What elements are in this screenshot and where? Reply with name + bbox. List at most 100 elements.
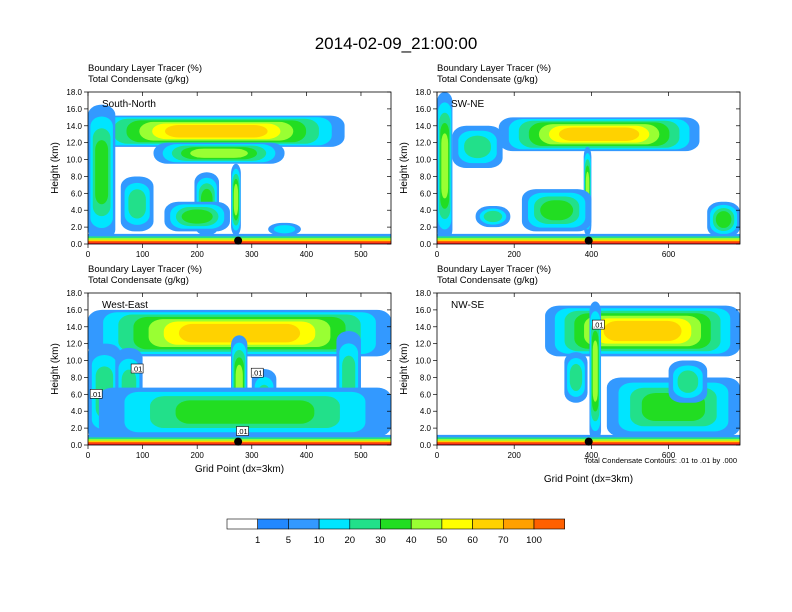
contour-footnote: Total Condensate Contours: .01 to .01 by… (584, 456, 737, 465)
y-tick-label: 2.0 (71, 223, 83, 232)
x-tick-label: 600 (662, 250, 676, 259)
contour-label: .01 (593, 321, 603, 330)
colorbar-bin (410, 518, 443, 530)
x-tick-label: 500 (354, 451, 368, 460)
x-tick-label: 400 (585, 250, 599, 259)
x-tick-label: 300 (245, 451, 259, 460)
panel-cross-section-label: West-East (102, 300, 148, 311)
y-tick-label: 6.0 (71, 189, 83, 198)
x-axis-label: Grid Point (dx=3km) (544, 474, 633, 485)
y-tick-label: 16.0 (66, 306, 82, 315)
y-tick-label: 6.0 (420, 390, 432, 399)
y-tick-label: 4.0 (71, 206, 83, 215)
panel-west-east: .01 .01 .01 .01 0.0 2.0 4.0 6.0 8.0 10.0 12.0 14.0 1… (50, 264, 392, 475)
x-tick-label: 0 (86, 250, 91, 259)
x-tick-label: 400 (300, 250, 314, 259)
tracer-feature-4-level-2 (677, 370, 699, 393)
y-tick-label: 4.0 (71, 407, 83, 416)
location-marker (234, 437, 243, 446)
panel-nw-se: .01 0.0 2.0 4.0 6.0 8.0 10.0 12.0 14.0 16.0 18.0 0 2… (399, 264, 741, 485)
x-tick-label: 200 (191, 451, 205, 460)
y-tick-label: 12.0 (66, 139, 82, 148)
tracer-feature-0-level-6 (558, 127, 640, 141)
colorbar-label: 40 (406, 535, 417, 546)
x-tick-label: 0 (435, 451, 440, 460)
contour-label: .01 (237, 427, 247, 436)
y-tick-label: 8.0 (420, 373, 432, 382)
x-axis-label: Grid Point (dx=3km) (195, 464, 284, 475)
colorbar-bin (226, 518, 259, 530)
tracer-feature-7-level-1 (273, 225, 296, 234)
colorbar-label: 70 (498, 535, 509, 546)
panel-subtitle-tracer: Boundary Layer Tracer (%) (437, 63, 551, 74)
panel-subtitle-tracer: Boundary Layer Tracer (%) (88, 264, 202, 275)
tracer-feature-3-level-2 (128, 189, 146, 219)
x-tick-label: 400 (585, 451, 599, 460)
y-tick-label: 0.0 (420, 441, 432, 450)
contour-label-box (236, 426, 249, 436)
panel-sw-ne: 0.0 2.0 4.0 6.0 8.0 10.0 12.0 14.0 16.0 18.0 0 200 4… (399, 63, 741, 259)
colorbar-label: 50 (437, 535, 448, 546)
y-tick-label: 18.0 (66, 88, 82, 97)
panel-cross-section-label: South-North (102, 99, 156, 110)
colorbar-label: 5 (286, 535, 291, 546)
y-axis-label: Height (km) (50, 343, 61, 395)
tracer-feature-5-level-2 (483, 210, 503, 223)
y-tick-label: 2.0 (420, 223, 432, 232)
colorbar-label: 1 (255, 535, 260, 546)
y-tick-label: 12.0 (415, 139, 431, 148)
colorbar-label: 100 (526, 535, 542, 546)
colorbar-label: 60 (467, 535, 478, 546)
x-tick-label: 0 (86, 451, 91, 460)
y-tick-label: 18.0 (66, 289, 82, 298)
tracer-feature-6-level-3 (181, 209, 213, 224)
y-tick-label: 2.0 (420, 424, 432, 433)
colorbar-bin (441, 518, 473, 530)
contour-label-box (89, 389, 103, 399)
y-tick-label: 6.0 (420, 189, 432, 198)
y-tick-label: 16.0 (66, 105, 82, 114)
tracer-feature-0-level-6 (178, 323, 301, 343)
colorbar-bin (318, 518, 351, 530)
y-tick-label: 16.0 (415, 105, 431, 114)
y-tick-label: 8.0 (420, 172, 432, 181)
panel-subtitle-tracer: Boundary Layer Tracer (%) (88, 63, 202, 74)
x-tick-label: 200 (508, 250, 522, 259)
plot-frame (87, 292, 392, 446)
panel-subtitle-condensate: Total Condensate (g/kg) (88, 275, 189, 286)
y-tick-label: 12.0 (415, 340, 431, 349)
y-tick-label: 14.0 (66, 323, 82, 332)
y-axis-label: Height (km) (399, 142, 410, 194)
contour-label-box (250, 367, 264, 378)
y-tick-label: 8.0 (71, 373, 83, 382)
colorbar-label: 10 (314, 535, 325, 546)
y-tick-label: 10.0 (415, 357, 431, 366)
tracer-feature-0-level-6 (164, 125, 268, 138)
tracer-feature-1-level-4 (592, 340, 598, 402)
plot-frame (436, 292, 741, 446)
colorbar-bin (502, 518, 535, 530)
tracer-feature-2-level-3 (95, 140, 109, 205)
colorbar-bin (288, 518, 320, 530)
tracer-field (88, 309, 391, 445)
tracer-feature-2-level-2 (569, 363, 583, 391)
location-marker (584, 236, 593, 245)
x-tick-label: 300 (245, 250, 259, 259)
tracer-feature-4-level-3 (540, 200, 574, 221)
tracer-feature-1-level-4 (441, 133, 449, 199)
location-marker (584, 437, 593, 446)
x-tick-label: 600 (662, 451, 676, 460)
panel-south-north: 0.0 2.0 4.0 6.0 8.0 10.0 12.0 14.0 16.0 18.0 0 100 2… (50, 63, 392, 259)
colorbar-bin (257, 518, 289, 530)
colorbar-label: 30 (375, 535, 386, 546)
panel-subtitle-tracer: Boundary Layer Tracer (%) (437, 264, 551, 275)
y-tick-label: 10.0 (66, 357, 82, 366)
colorbar-label: 20 (345, 535, 356, 546)
figure-title: 2014-02-09_21:00:00 (315, 34, 478, 53)
y-tick-label: 10.0 (415, 156, 431, 165)
x-tick-label: 500 (354, 250, 368, 259)
plot-frame (87, 91, 392, 245)
panel-subtitle-condensate: Total Condensate (g/kg) (88, 74, 189, 85)
colorbar-bin (349, 518, 381, 530)
x-tick-label: 100 (136, 250, 150, 259)
